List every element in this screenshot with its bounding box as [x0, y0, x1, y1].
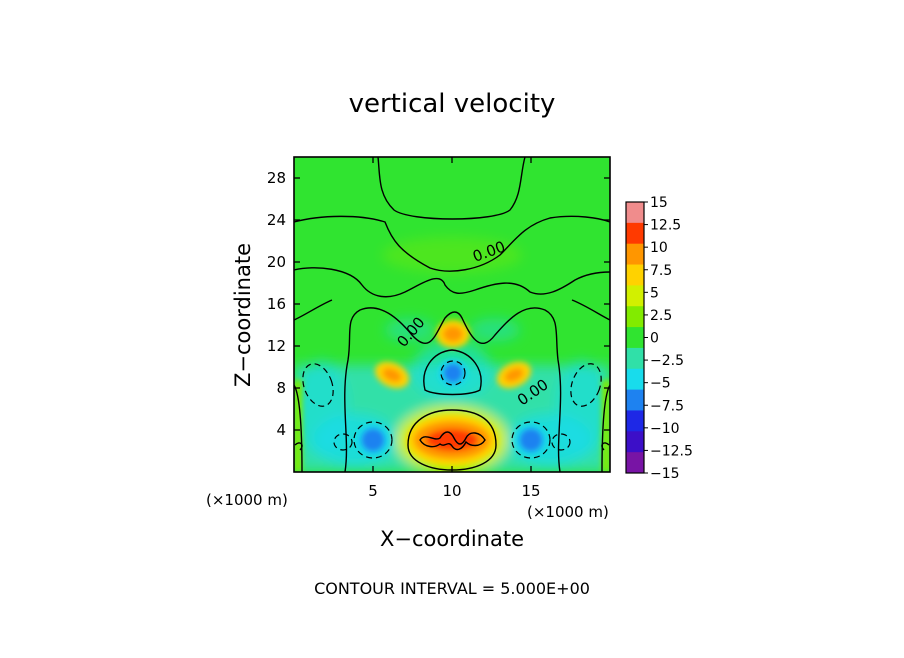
x-unit-label-left: (×1000 m)	[206, 491, 288, 509]
colorbar-tick-label: −12.5	[650, 443, 693, 459]
colorbar-tick-label: 12.5	[650, 218, 681, 234]
contour-lines	[294, 157, 610, 472]
colorbar-tick-label: −15	[650, 466, 680, 482]
colorbar-swatch	[626, 347, 644, 370]
colorbar-tick-label: −7.5	[650, 398, 684, 414]
colorbar-swatch	[626, 368, 644, 391]
colorbar-tick-label: 0	[650, 331, 659, 347]
colorbar-swatch	[626, 327, 644, 349]
y-tick-label: 12	[267, 337, 286, 355]
y-tick-label: 4	[276, 421, 286, 439]
colorbar-swatch	[626, 264, 644, 286]
colorbar-tick-label: −2.5	[650, 353, 684, 369]
chart-title: vertical velocity	[349, 89, 556, 119]
colorbar-swatch	[626, 285, 644, 307]
colorbar-tick-label: 7.5	[650, 263, 672, 279]
colorbar-swatch	[626, 306, 644, 328]
heatmap-field	[294, 157, 610, 472]
x-tick-label: 10	[442, 482, 461, 500]
x-axis-ticks: 5 10 15	[368, 157, 541, 500]
colorbar-swatch	[626, 243, 644, 266]
colorbar-tick-label: −10	[650, 421, 680, 437]
x-tick-label: 5	[368, 482, 378, 500]
x-tick-label: 15	[521, 482, 540, 500]
x-unit-label-right: (×1000 m)	[527, 503, 609, 521]
x-axis-title: X−coordinate	[380, 527, 524, 551]
y-tick-label: 20	[267, 253, 286, 271]
colorbar-tick-label: 2.5	[650, 308, 672, 324]
colorbar-tick-label: 5	[650, 285, 659, 301]
negative-contours	[302, 360, 602, 459]
contour-interval-footer: CONTOUR INTERVAL = 5.000E+00	[314, 579, 590, 598]
colorbar-tick-label: 15	[650, 195, 668, 211]
y-tick-label: 24	[267, 211, 286, 229]
colorbar-swatch	[626, 389, 644, 411]
colorbar-swatch	[626, 452, 644, 474]
colorbar-swatch	[626, 410, 644, 432]
colorbar: 15 12.5 10 7.5 5 2.5 0 −2.5 −5 −7.5 −10 −12.5 −15	[625, 195, 693, 482]
y-tick-label: 8	[276, 379, 286, 397]
y-axis-title: Z−coordinate	[231, 243, 255, 387]
y-axis-ticks: 4 8 12 16 20 24 28	[267, 169, 610, 439]
y-tick-label: 16	[267, 295, 286, 313]
colorbar-swatch	[626, 431, 644, 453]
colorbar-swatch	[626, 222, 644, 245]
colorbar-tick-label: −5	[650, 376, 671, 392]
colorbar-swatch	[626, 202, 644, 224]
colorbar-tick-label: 10	[650, 240, 668, 256]
y-tick-label: 28	[267, 169, 286, 187]
